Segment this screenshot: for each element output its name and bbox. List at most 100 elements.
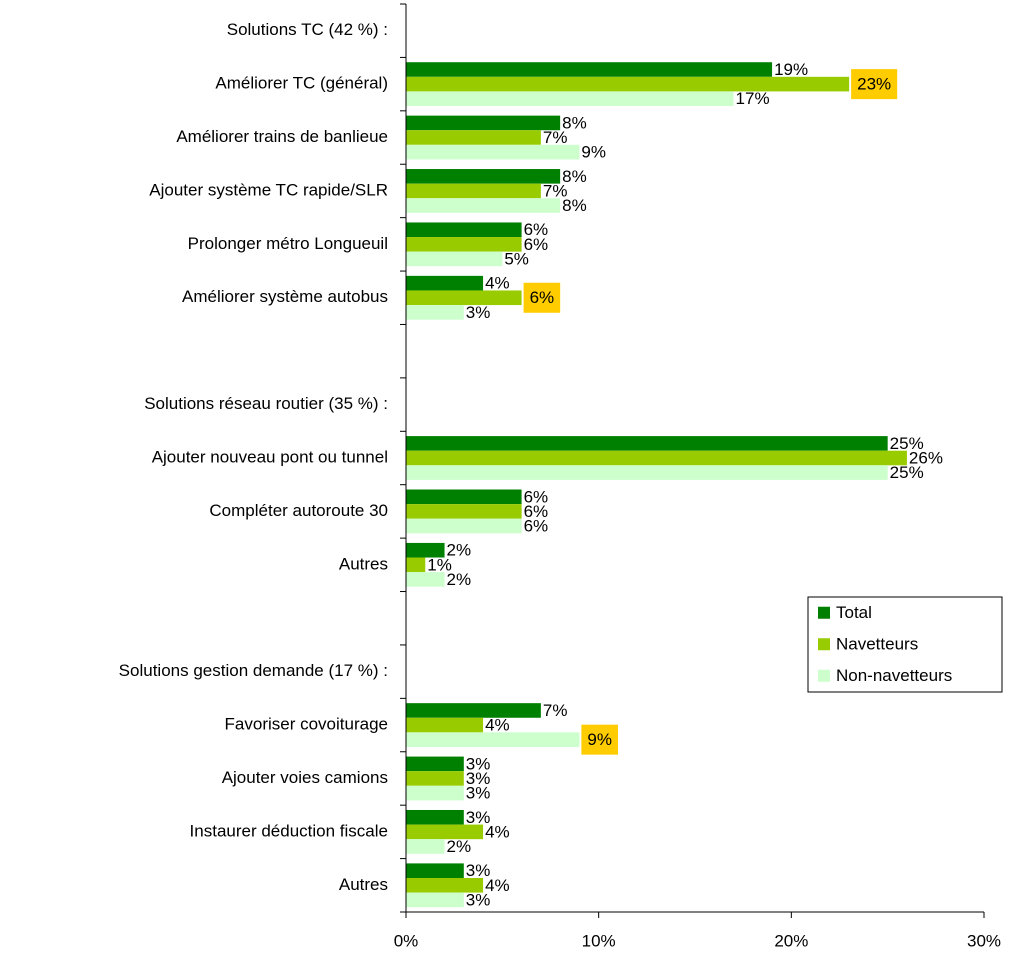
bar bbox=[406, 771, 464, 786]
x-tick-label: 30% bbox=[967, 931, 1001, 950]
category-label: Instaurer déduction fiscale bbox=[190, 821, 388, 840]
legend-swatch bbox=[818, 638, 830, 651]
bar bbox=[406, 877, 484, 893]
category-label: Ajouter voies camions bbox=[222, 768, 388, 787]
value-label: 6% bbox=[524, 235, 549, 254]
highlight-box bbox=[581, 724, 618, 755]
bar bbox=[406, 572, 445, 587]
bar bbox=[406, 839, 445, 854]
value-label: 8% bbox=[562, 196, 587, 215]
category-label: Solutions gestion demande (17 %) : bbox=[119, 661, 388, 680]
value-label: 7% bbox=[543, 181, 568, 200]
bar bbox=[406, 863, 464, 878]
bar bbox=[406, 717, 484, 733]
bar bbox=[406, 305, 464, 320]
legend-label: Total bbox=[836, 603, 872, 622]
value-label: 4% bbox=[485, 716, 510, 735]
bar bbox=[406, 824, 484, 840]
value-label: 26% bbox=[909, 448, 943, 467]
value-label: 6% bbox=[530, 288, 555, 307]
value-label: 7% bbox=[543, 128, 568, 147]
bar bbox=[406, 237, 522, 252]
value-label: 3% bbox=[466, 784, 491, 803]
bar bbox=[406, 115, 561, 131]
legend-box bbox=[807, 596, 1003, 693]
highlight-box bbox=[851, 69, 898, 100]
value-label: 8% bbox=[562, 113, 587, 132]
value-label: 6% bbox=[524, 487, 549, 506]
bar bbox=[406, 809, 464, 825]
category-label: Prolonger métro Longueuil bbox=[188, 234, 388, 253]
category-label: Favoriser covoiturage bbox=[225, 715, 388, 734]
value-label: 3% bbox=[466, 808, 491, 827]
category-label: Solutions réseau routier (35 %) : bbox=[144, 394, 388, 413]
value-label: 23% bbox=[857, 75, 891, 94]
value-label: 8% bbox=[562, 167, 587, 186]
category-label: Ajouter nouveau pont ou tunnel bbox=[152, 447, 388, 466]
bar bbox=[406, 62, 773, 77]
bar bbox=[406, 756, 464, 772]
value-label: 4% bbox=[485, 822, 510, 841]
legend-swatch bbox=[818, 669, 830, 682]
value-label: 5% bbox=[504, 249, 529, 268]
bar bbox=[406, 222, 522, 238]
value-label: 7% bbox=[543, 701, 568, 720]
x-tick-label: 10% bbox=[582, 931, 616, 950]
category-label: Ajouter système TC rapide/SLR bbox=[149, 180, 388, 199]
value-label: 25% bbox=[890, 434, 924, 453]
value-label: 6% bbox=[524, 502, 549, 521]
category-label: Améliorer TC (général) bbox=[215, 74, 388, 93]
bar bbox=[406, 290, 522, 306]
bar bbox=[406, 91, 734, 107]
value-label: 4% bbox=[485, 274, 510, 293]
x-tick-label: 20% bbox=[774, 931, 808, 950]
value-label: 3% bbox=[466, 861, 491, 880]
bar bbox=[406, 183, 541, 199]
value-label: 3% bbox=[466, 303, 491, 322]
legend-label: Navetteurs bbox=[836, 635, 918, 654]
bar bbox=[406, 892, 464, 908]
bar bbox=[406, 732, 580, 747]
bar bbox=[406, 557, 426, 573]
legend-label: Non-navetteurs bbox=[836, 666, 952, 685]
bar bbox=[406, 450, 907, 466]
legend-swatch bbox=[818, 606, 830, 619]
bar bbox=[406, 465, 888, 480]
highlight-layer bbox=[523, 69, 898, 755]
highlight-box bbox=[523, 282, 561, 313]
value-label: 2% bbox=[447, 570, 472, 589]
value-label: 3% bbox=[466, 890, 491, 909]
value-label: 17% bbox=[736, 89, 770, 108]
x-tick-label: 0% bbox=[394, 931, 419, 950]
bar bbox=[406, 542, 445, 558]
bar bbox=[406, 251, 503, 267]
bar bbox=[406, 275, 484, 291]
bar bbox=[406, 504, 522, 519]
category-label: Compléter autoroute 30 bbox=[209, 501, 388, 520]
value-label: 3% bbox=[466, 769, 491, 788]
category-label: Autres bbox=[339, 554, 388, 573]
category-label: Solutions TC (42 %) : bbox=[227, 20, 388, 39]
value-label: 6% bbox=[524, 516, 549, 535]
category-label: Améliorer trains de banlieue bbox=[176, 127, 388, 146]
bar bbox=[406, 144, 580, 160]
bar bbox=[406, 436, 888, 451]
value-label: 4% bbox=[485, 876, 510, 895]
bar bbox=[406, 518, 522, 534]
bar bbox=[406, 489, 522, 505]
value-label: 2% bbox=[447, 837, 472, 856]
bar bbox=[406, 169, 561, 184]
bar bbox=[406, 703, 541, 718]
bar bbox=[406, 130, 541, 145]
value-label: 25% bbox=[890, 463, 924, 482]
bar bbox=[406, 76, 850, 92]
value-label: 1% bbox=[427, 555, 452, 574]
bar bbox=[406, 785, 464, 801]
value-label: 3% bbox=[466, 754, 491, 773]
value-label: 2% bbox=[447, 541, 472, 560]
category-label: Améliorer système autobus bbox=[182, 287, 388, 306]
value-label: 9% bbox=[581, 143, 606, 162]
value-label: 9% bbox=[587, 730, 612, 749]
